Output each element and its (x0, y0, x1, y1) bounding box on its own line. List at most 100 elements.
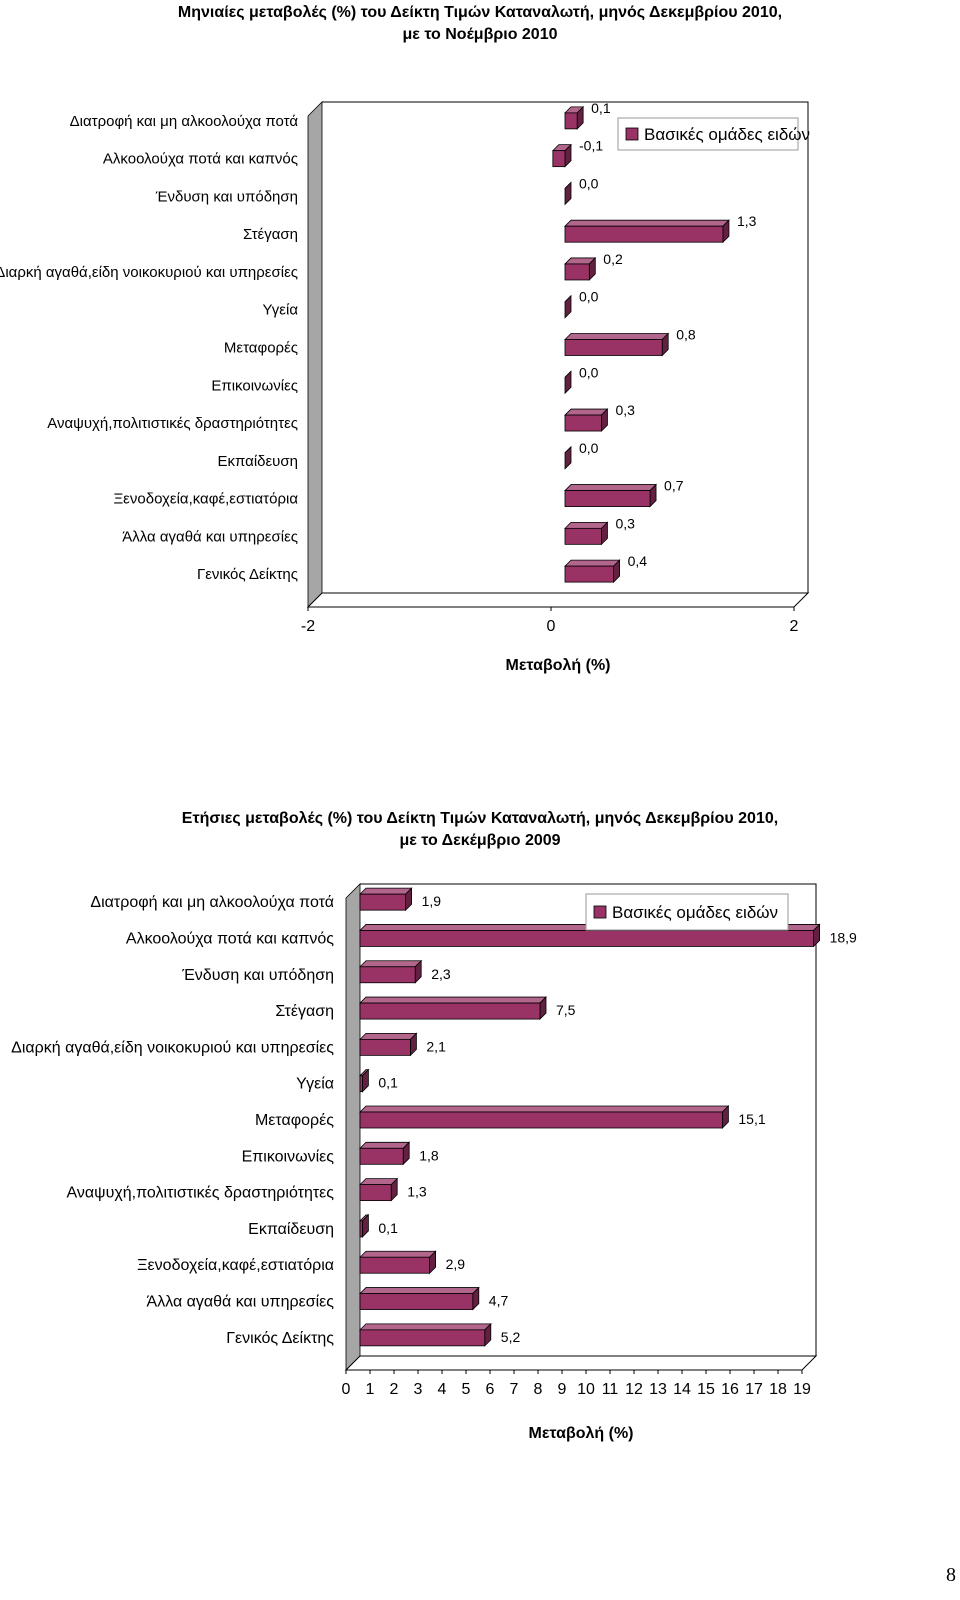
category-label: Στέγαση (243, 226, 298, 243)
x-tick-label: 2 (790, 618, 799, 635)
data-label: 2,1 (426, 1038, 446, 1054)
x-tick-label: 6 (486, 1381, 495, 1398)
data-label: 0,8 (676, 327, 696, 343)
bar-end (564, 294, 572, 319)
chart1-monthly-change: -2 0 2 Μεταβολή (%) Διατροφή και μη αλκοολού… (0, 100, 810, 674)
bar-top (564, 484, 658, 491)
bar (564, 112, 578, 130)
category-label: Επικοινωνίες (242, 1148, 335, 1165)
category-label: Διατροφή και μη αλκοολούχα ποτά (90, 894, 334, 911)
data-label: 0,3 (615, 402, 635, 418)
plot-frame (360, 883, 817, 1356)
category-label: Μεταφορές (255, 1112, 334, 1129)
bar (359, 1075, 363, 1093)
data-label: 18,9 (830, 929, 857, 945)
x-tick-label: 13 (649, 1381, 667, 1398)
category-label: Αναψυχή,πολιτιστικές δραστηριότητες (47, 415, 298, 432)
category-label: Ένδυση και υπόδηση (155, 188, 298, 205)
x-tick-label: 14 (673, 1381, 691, 1398)
plot-back-wall (308, 102, 808, 607)
category-label: Διαρκή αγαθά,είδη νοικοκυριού και υπηρεσ… (11, 1039, 334, 1056)
category-label: Ξενοδοχεία,καφέ,εστιατόρια (137, 1257, 334, 1274)
bar-top (359, 1287, 480, 1294)
x-tick-label: 17 (745, 1381, 763, 1398)
category-label: Υγεία (263, 302, 299, 319)
data-label: 1,3 (737, 213, 757, 229)
bar (359, 966, 416, 984)
legend-label: Βασικές ομάδες ειδών (612, 903, 778, 922)
x-axis-label: Μεταβολή (%) (506, 657, 611, 674)
category-label: Εκπαίδευση (218, 453, 299, 470)
plot-frame (322, 101, 809, 593)
data-label: 0,0 (579, 175, 599, 191)
category-label: Αλκοολούχα ποτά και καπνός (103, 151, 298, 168)
data-label: 0,7 (664, 478, 684, 494)
category-label: Στέγαση (275, 1003, 334, 1020)
bar (359, 893, 406, 911)
x-tick-label: 8 (534, 1381, 543, 1398)
x-tick-label: 9 (558, 1381, 567, 1398)
bar (564, 339, 663, 356)
category-label: Υγεία (296, 1076, 334, 1093)
bar-top (564, 219, 730, 227)
category-label: Γενικός Δείκτης (197, 566, 298, 583)
data-label: 0,4 (628, 553, 648, 569)
bar (564, 565, 614, 583)
x-tick-label: 10 (577, 1381, 595, 1398)
bar (359, 1147, 404, 1165)
x-tick-label: 1 (366, 1381, 375, 1398)
legend-box (585, 893, 789, 931)
x-tick-label: 12 (625, 1381, 643, 1398)
bar-end (564, 181, 572, 206)
bar-top (359, 996, 547, 1004)
data-label: 0,3 (615, 515, 635, 531)
plot-floor (306, 592, 810, 608)
bar (359, 1293, 474, 1310)
bar-top (359, 887, 413, 895)
bar (552, 150, 566, 168)
category-label: Ξενοδοχεία,καφέ,εστιατόρια (113, 491, 298, 508)
bar (359, 1111, 723, 1129)
data-label: 2,9 (446, 1256, 466, 1272)
data-label: 0,0 (579, 289, 599, 305)
data-label: 0,1 (378, 1220, 398, 1236)
bar (359, 1038, 411, 1056)
x-tick-label: 18 (769, 1381, 787, 1398)
bar-end (564, 445, 572, 470)
x-tick-label: 0 (342, 1381, 351, 1398)
bar-top (564, 559, 621, 567)
bar-top (359, 1141, 411, 1149)
data-label: 5,2 (501, 1329, 521, 1345)
category-label: Αλκοολούχα ποτά και καπνός (126, 930, 334, 947)
category-label: Επικοινωνίες (211, 377, 298, 394)
data-label: 0,2 (603, 251, 623, 267)
x-axis-label: Μεταβολή (%) (529, 1425, 634, 1442)
bar-top (359, 1323, 492, 1331)
bar (359, 1256, 430, 1274)
data-label: 4,7 (489, 1293, 509, 1309)
bar (359, 1184, 392, 1202)
data-label: 15,1 (738, 1111, 765, 1127)
bar (564, 490, 651, 507)
data-label: 0,1 (591, 100, 611, 116)
bar-top (359, 1032, 418, 1040)
category-label: Μεταφορές (224, 340, 298, 357)
legend-swatch (625, 127, 639, 141)
plot-floor (344, 1355, 818, 1371)
bar-end (564, 370, 572, 395)
data-label: 0,0 (579, 440, 599, 456)
chart1-title: Μηνιαίες μεταβολές (%) του Δείκτη Τιμών … (0, 2, 960, 46)
category-label: Άλλα αγαθά και υπηρεσίες (147, 1294, 335, 1311)
category-label: Γενικός Δείκτης (226, 1330, 334, 1347)
chart2-title-line2: με το Δεκέμβριο 2009 (399, 832, 561, 849)
bar (564, 263, 590, 281)
chart1-title-line1: Μηνιαίες μεταβολές (%) του Δείκτη Τιμών … (177, 4, 783, 21)
page-number: 8 (946, 1564, 956, 1586)
plot-side-wall (345, 883, 361, 1371)
x-tick-label: 11 (602, 1381, 619, 1398)
x-tick-label: 19 (793, 1381, 811, 1398)
data-label: 0,1 (378, 1075, 398, 1091)
category-label: Ένδυση και υπόδηση (181, 967, 334, 984)
bar (359, 1329, 486, 1347)
data-label: -0,1 (579, 138, 603, 154)
